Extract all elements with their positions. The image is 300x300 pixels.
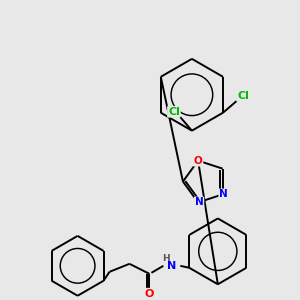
Text: O: O <box>194 156 203 166</box>
Text: N: N <box>219 189 228 200</box>
Text: H: H <box>163 254 170 263</box>
Text: N: N <box>195 197 203 207</box>
Text: Cl: Cl <box>168 107 180 117</box>
Text: Cl: Cl <box>237 91 249 101</box>
Text: O: O <box>145 289 154 299</box>
Text: N: N <box>167 261 176 271</box>
